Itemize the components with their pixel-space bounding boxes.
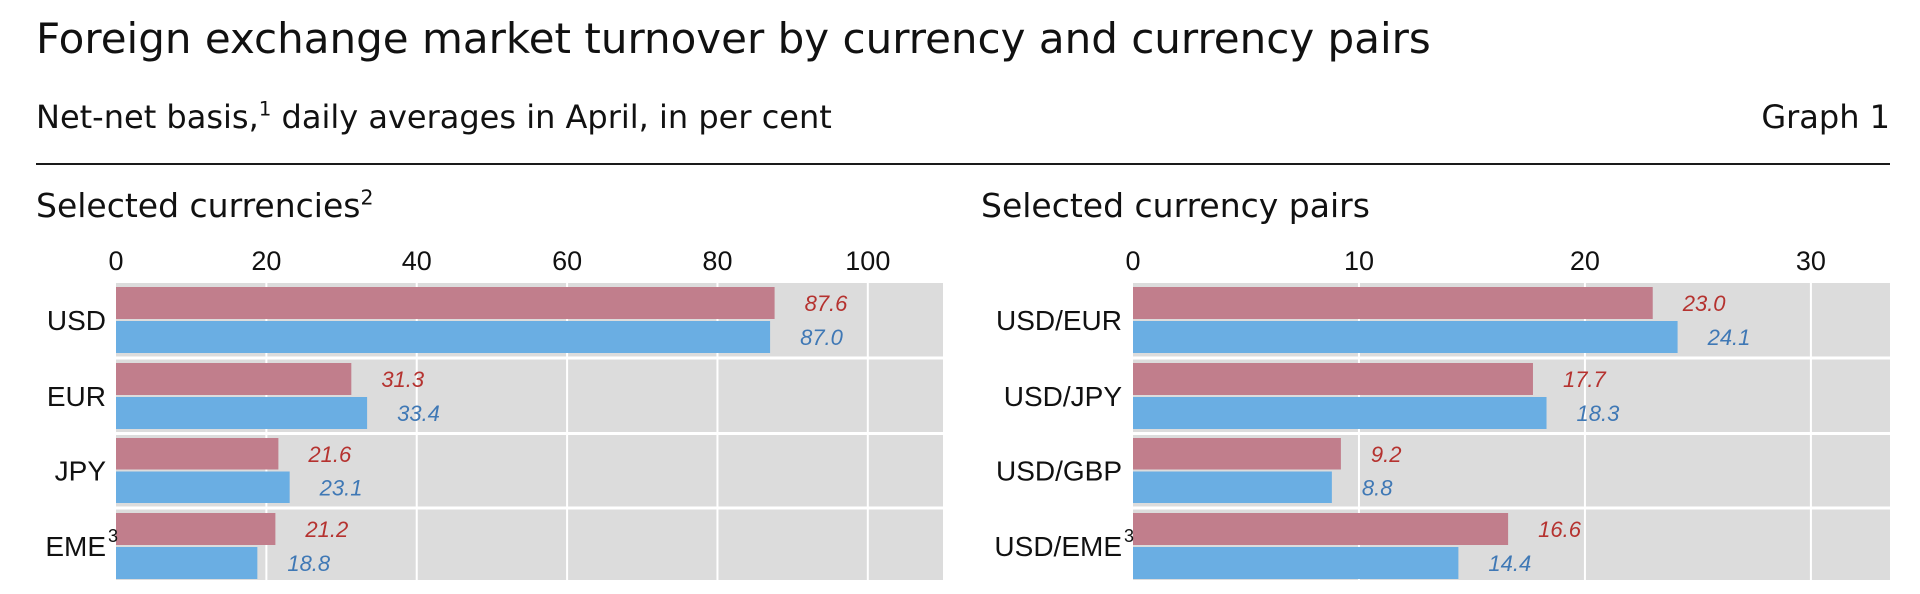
chart1-value-label: 87.0 [800, 325, 844, 350]
chart1-bar-eur-s1 [116, 363, 352, 395]
chart1-tick-label: 0 [108, 246, 123, 276]
subtitle-text: Net-net basis, [36, 98, 259, 136]
chart2-category-label: USD/JPY [1004, 381, 1123, 412]
chart1-tick-label: 60 [552, 246, 582, 276]
panel-title-currencies-text: Selected currencies [36, 186, 361, 225]
chart1-bar-eme-s2 [116, 547, 258, 579]
chart1-bar-jpy-s1 [116, 438, 279, 470]
chart1-bar-eme-s1 [116, 513, 276, 545]
chart1-value-label: 21.6 [307, 442, 352, 467]
chart1-tick-label: 100 [845, 246, 890, 276]
graph-number: Graph 1 [1761, 98, 1890, 136]
chart1-value-label: 23.1 [319, 475, 363, 500]
chart2-bar-usd-eur-s1 [1133, 287, 1653, 319]
chart1-bar-eur-s2 [116, 397, 368, 429]
chart2-value-label: 17.7 [1563, 367, 1607, 392]
chart1-bar-jpy-s2 [116, 471, 290, 503]
chart1-category-label: USD [47, 305, 106, 336]
subtitle-footnote-mark: 1 [258, 97, 272, 121]
chart1-category-footnote: 3 [108, 526, 118, 546]
chart2-bar-usd-jpy-s2 [1133, 397, 1547, 429]
chart2-tick-label: 30 [1796, 246, 1826, 276]
chart2-bar-usd-eme-s1 [1133, 513, 1509, 545]
chart2-value-label: 14.4 [1488, 551, 1531, 576]
chart2-category-label: USD/EME [994, 531, 1122, 562]
chart1-value-label: 87.6 [805, 291, 849, 316]
chart2-tick-label: 0 [1125, 246, 1140, 276]
header-divider [36, 163, 1890, 165]
chart1-value-label: 33.4 [397, 401, 440, 426]
chart2-value-label: 24.1 [1707, 325, 1751, 350]
chart2-bar-usd-jpy-s1 [1133, 363, 1533, 395]
chart1-category-label: EUR [47, 381, 106, 412]
chart2-value-label: 23.0 [1682, 291, 1727, 316]
chart1-tick-label: 40 [402, 246, 432, 276]
subtitle-rest: daily averages in April, in per cent [271, 98, 832, 136]
chart1-tick-label: 20 [251, 246, 281, 276]
chart1-bar-usd-s2 [116, 321, 771, 353]
panel-title-currencies: Selected currencies2 [36, 186, 373, 225]
chart2-value-label: 18.3 [1577, 401, 1621, 426]
chart2-value-label: 8.8 [1362, 475, 1393, 500]
chart2-value-label: 9.2 [1371, 442, 1402, 467]
chart2-bar-usd-gbp-s1 [1133, 438, 1341, 470]
chart1-value-label: 21.2 [304, 517, 348, 542]
chart2-bar-usd-gbp-s2 [1133, 471, 1332, 503]
chart1-tick-label: 80 [702, 246, 732, 276]
chart2-bar-usd-eme-s2 [1133, 547, 1459, 579]
chart2-category-label: USD/EUR [996, 305, 1122, 336]
panel-title-currencies-footnote: 2 [360, 185, 374, 210]
chart-subtitle: Net-net basis,1 daily averages in April,… [36, 98, 832, 136]
chart-title: Foreign exchange market turnover by curr… [36, 14, 1431, 63]
chart1-value-label: 31.3 [381, 367, 425, 392]
chart2-category-label: USD/GBP [996, 456, 1122, 487]
chart1-category-label: EME [45, 531, 106, 562]
chart1-bar-usd-s1 [116, 287, 775, 319]
chart1-value-label: 18.8 [287, 551, 331, 576]
chart2-tick-label: 20 [1570, 246, 1600, 276]
chart2-tick-label: 10 [1344, 246, 1374, 276]
chart1-category-label: JPY [55, 456, 107, 487]
chart2-value-label: 16.6 [1538, 517, 1582, 542]
chart2-category-footnote: 3 [1124, 526, 1134, 546]
chart2-bar-usd-eur-s2 [1133, 321, 1678, 353]
panel-title-currency-pairs: Selected currency pairs [981, 186, 1370, 225]
